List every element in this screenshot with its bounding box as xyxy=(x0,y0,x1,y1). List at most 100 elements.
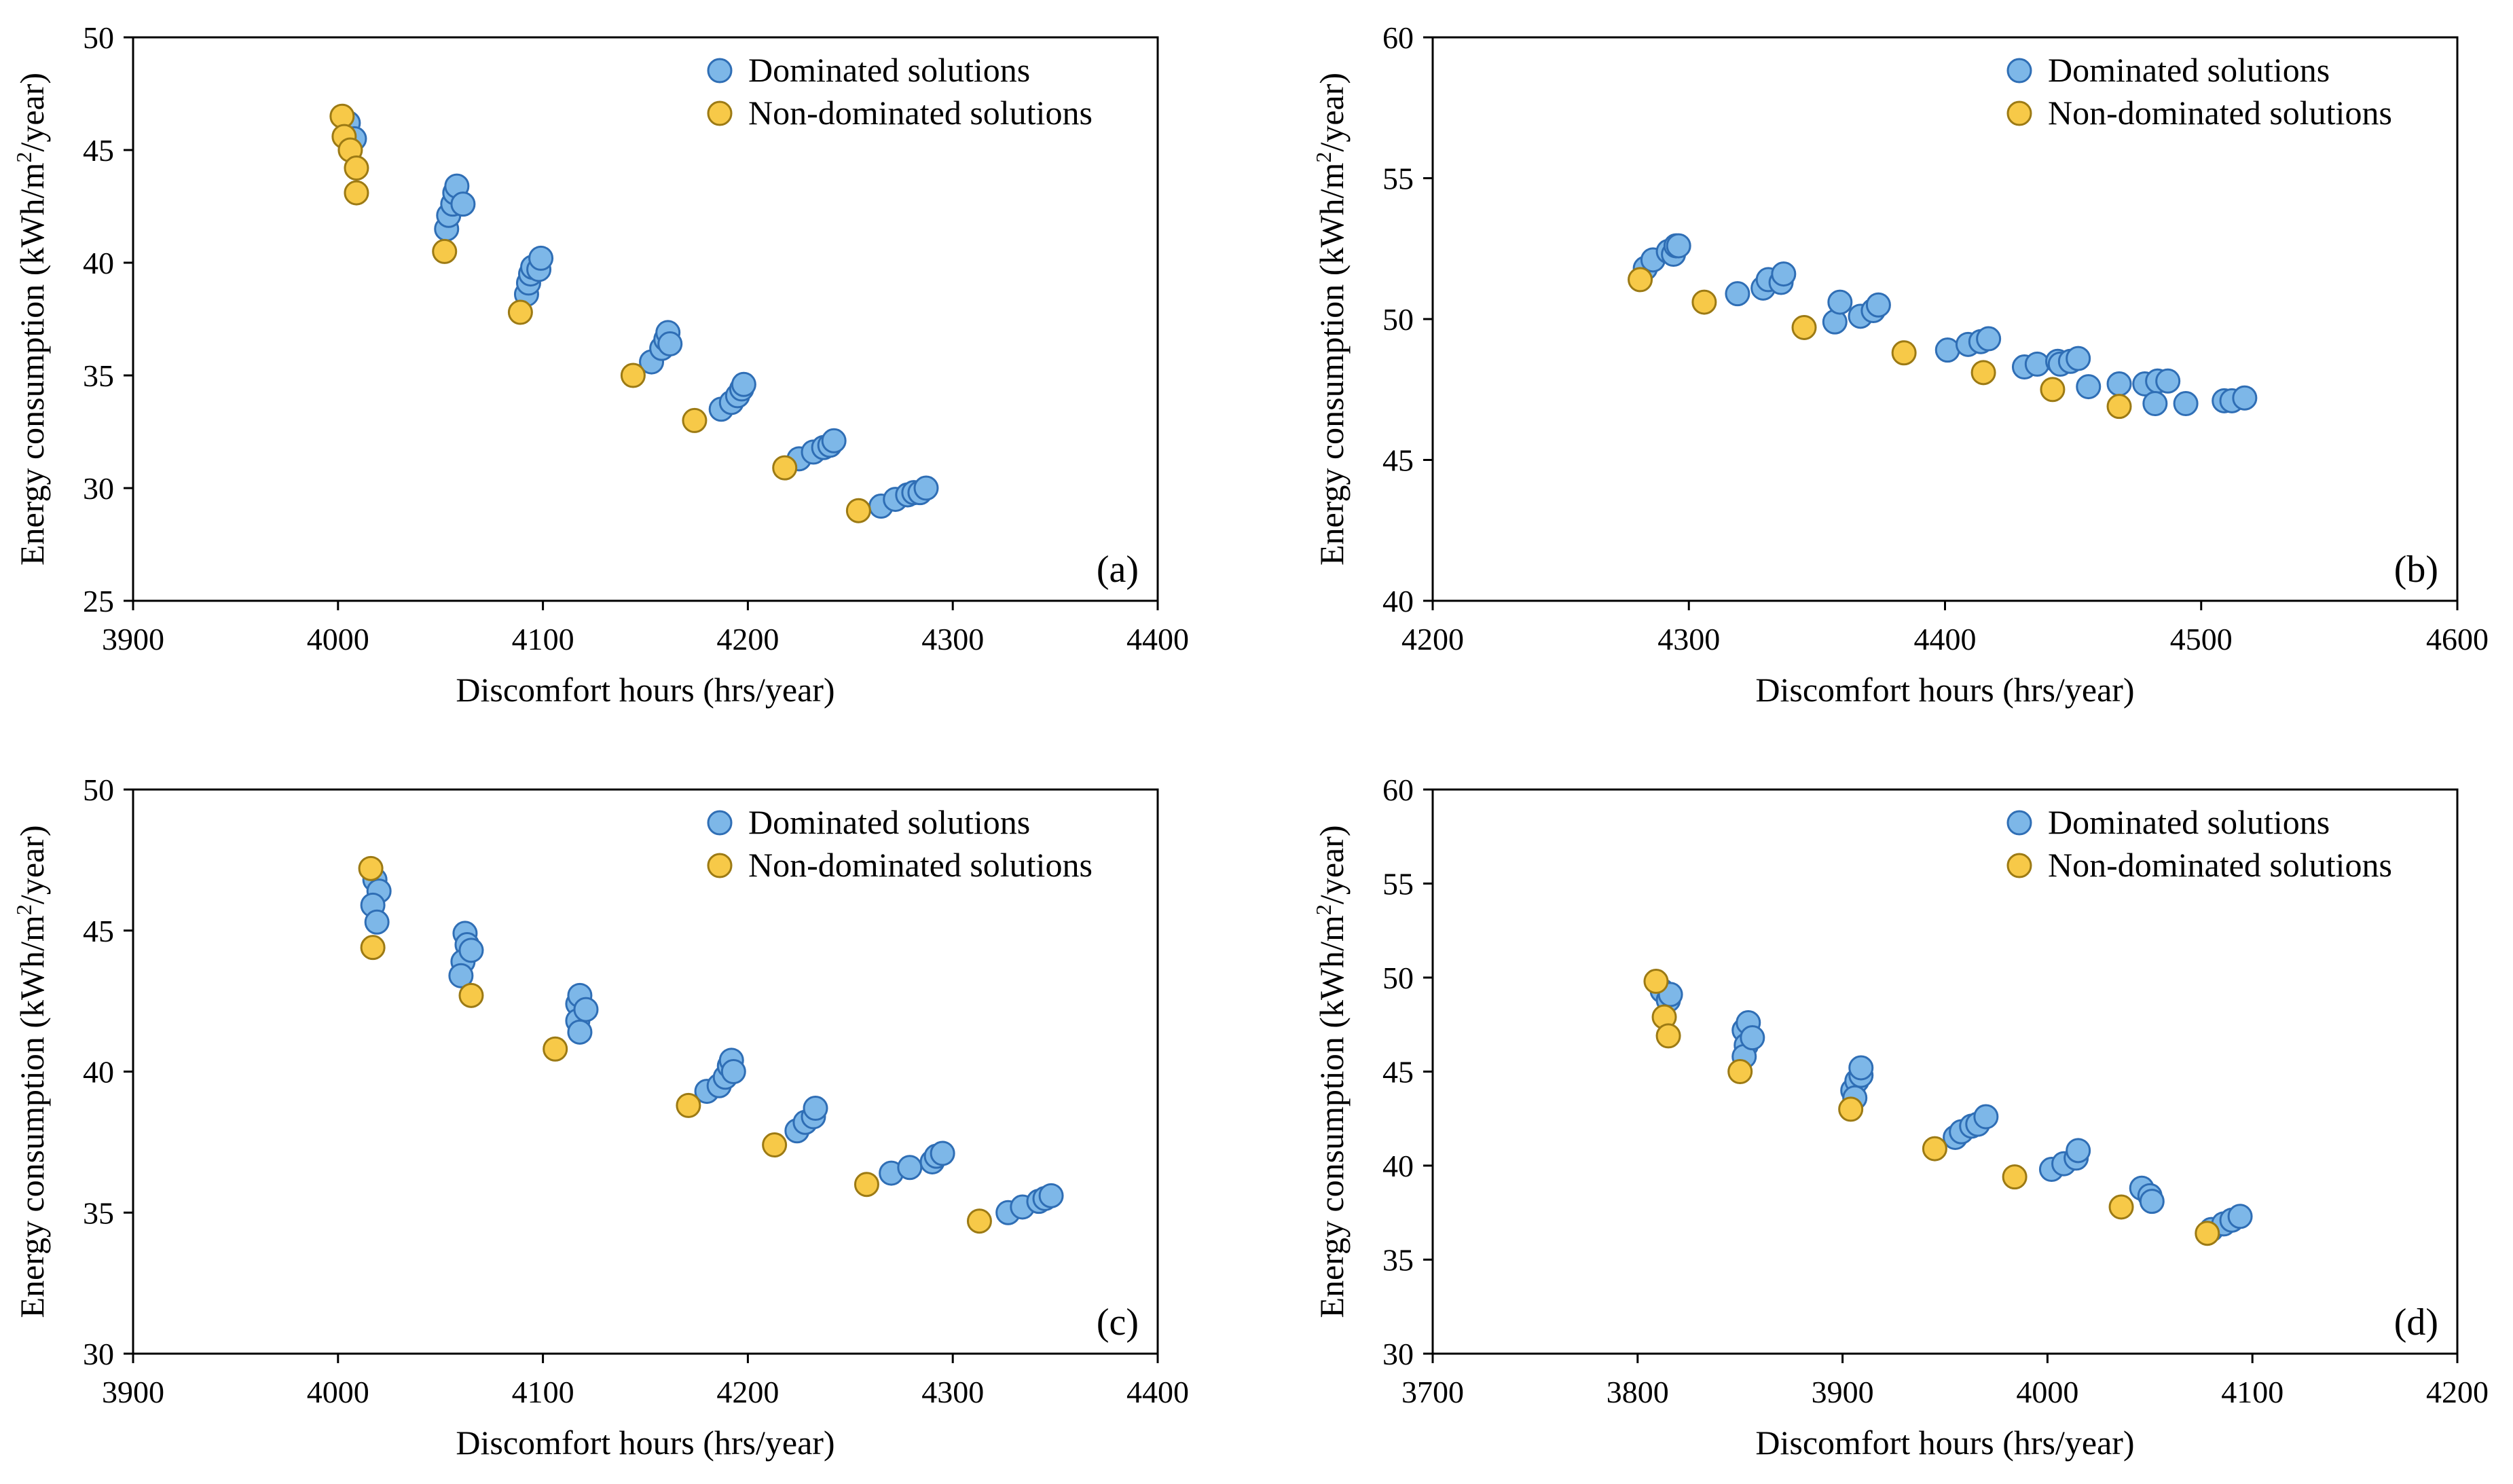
non-dominated-point xyxy=(1891,340,1917,366)
x-tick-label: 4200 xyxy=(1401,622,1464,656)
legend-marker xyxy=(707,853,733,878)
y-tick-label: 35 xyxy=(1382,1243,1414,1278)
legend-marker xyxy=(2006,58,2032,84)
x-tick-label: 4000 xyxy=(307,622,369,656)
dominated-point xyxy=(573,997,599,1022)
y-tick-label: 35 xyxy=(83,358,114,393)
dominated-point xyxy=(2076,374,2102,400)
legend-entry: Non-dominated solutions xyxy=(2048,846,2392,884)
dominated-point xyxy=(821,428,847,453)
legend-entry: Non-dominated solutions xyxy=(2048,94,2392,132)
dominated-point xyxy=(2106,371,2132,396)
y-tick-label: 45 xyxy=(1382,443,1414,478)
y-axis-label: Energy consumption (kWh/m2/year) xyxy=(1311,73,1351,565)
y-tick-label: 50 xyxy=(83,773,114,807)
chart-panel-4: 3700 3800 3900 4000 4100 4200 30 35 40 45 50 55 60 Di… xyxy=(1311,773,2489,1462)
dominated-point xyxy=(1666,233,1691,259)
non-dominated-point xyxy=(1838,1096,1864,1122)
dominated-point xyxy=(450,191,476,217)
non-dominated-point xyxy=(432,238,458,264)
x-tick-label: 3900 xyxy=(1812,1375,1874,1409)
non-dominated-point xyxy=(1655,1023,1681,1049)
dominated-point xyxy=(364,909,390,935)
series-dominated xyxy=(335,110,939,519)
series-non-dominated xyxy=(1628,267,2132,420)
legend-marker xyxy=(2006,810,2032,836)
dominated-point xyxy=(2173,391,2199,416)
panel-label: (d) xyxy=(2394,1301,2438,1343)
legend-entry: Dominated solutions xyxy=(748,803,1030,841)
x-tick-label: 4600 xyxy=(2426,622,2489,656)
y-tick-label: 30 xyxy=(1382,1337,1414,1371)
x-tick-label: 4300 xyxy=(921,622,984,656)
x-tick-label: 4500 xyxy=(2170,622,2233,656)
y-tick-label: 40 xyxy=(1382,1149,1414,1183)
y-tick-label: 25 xyxy=(83,584,114,618)
dominated-point xyxy=(897,1155,923,1181)
x-axis-label: Discomfort hours (hrs/year) xyxy=(456,1424,834,1462)
y-axis-label: Energy consumption (kWh/m2/year) xyxy=(12,825,51,1318)
chart-panel-1: 3900 4000 4100 4200 4300 4400 25 30 35 40 45 50 Disc… xyxy=(12,20,1189,709)
non-dominated-point xyxy=(1922,1136,1947,1162)
x-tick-label: 4300 xyxy=(921,1375,984,1409)
legend-entry: Dominated solutions xyxy=(2048,51,2330,89)
y-tick-label: 55 xyxy=(1382,867,1414,902)
dominated-point xyxy=(1725,281,1750,307)
non-dominated-point xyxy=(344,155,369,181)
legend: Dominated solutions Non-dominated solutio… xyxy=(2006,803,2392,884)
dominated-point xyxy=(1740,1025,1765,1051)
y-tick-label: 45 xyxy=(83,914,114,948)
non-dominated-point xyxy=(344,180,369,206)
dominated-point xyxy=(1865,292,1891,318)
y-tick-label: 50 xyxy=(1382,961,1414,995)
y-tick-label: 55 xyxy=(1382,162,1414,196)
x-tick-label: 3900 xyxy=(102,1375,164,1409)
non-dominated-point xyxy=(507,299,533,325)
non-dominated-point xyxy=(1643,969,1669,995)
y-tick-label: 45 xyxy=(83,133,114,168)
x-tick-label: 3700 xyxy=(1401,1375,1464,1409)
dominated-point xyxy=(2142,391,2168,416)
panel-label: (b) xyxy=(2394,549,2438,591)
non-dominated-point xyxy=(845,498,871,523)
dominated-point xyxy=(2024,351,2050,377)
legend-marker xyxy=(2006,853,2032,878)
legend-marker xyxy=(707,58,733,84)
dominated-point xyxy=(2066,346,2091,371)
non-dominated-point xyxy=(762,1132,788,1158)
non-dominated-point xyxy=(358,855,384,881)
x-tick-label: 4100 xyxy=(512,622,574,656)
y-tick-label: 30 xyxy=(83,1337,114,1371)
legend-entry: Dominated solutions xyxy=(748,51,1030,89)
dominated-point xyxy=(1038,1183,1064,1208)
y-tick-label: 50 xyxy=(1382,302,1414,337)
non-dominated-point xyxy=(2108,1194,2134,1220)
non-dominated-point xyxy=(1970,360,1996,386)
chart-panel-2: 4200 4300 4400 4500 4600 40 45 50 55 60 Discomfort… xyxy=(1311,20,2489,709)
non-dominated-point xyxy=(854,1172,879,1198)
y-tick-label: 45 xyxy=(1382,1055,1414,1090)
y-tick-label: 40 xyxy=(1382,584,1414,618)
dominated-point xyxy=(2139,1189,2165,1214)
plot-frame xyxy=(132,36,1159,602)
x-tick-label: 4000 xyxy=(2016,1375,2078,1409)
non-dominated-point xyxy=(1791,314,1817,340)
non-dominated-point xyxy=(360,935,386,961)
y-tick-label: 60 xyxy=(1382,20,1414,55)
y-tick-label: 60 xyxy=(1382,773,1414,807)
dominated-point xyxy=(913,475,939,501)
dominated-point xyxy=(2232,385,2258,411)
dominated-point xyxy=(1827,289,1853,315)
x-tick-label: 4000 xyxy=(307,1375,369,1409)
legend: Dominated solutions Non-dominated solutio… xyxy=(707,51,1093,132)
series-dominated xyxy=(360,867,1064,1225)
dominated-point xyxy=(731,371,756,397)
non-dominated-point xyxy=(458,982,484,1008)
y-axis-label: Energy consumption (kWh/m2/year) xyxy=(1311,825,1351,1318)
x-tick-label: 4300 xyxy=(1657,622,1720,656)
x-tick-label: 4200 xyxy=(2426,1375,2489,1409)
x-tick-label: 4200 xyxy=(716,1375,779,1409)
series-non-dominated xyxy=(358,855,992,1234)
non-dominated-point xyxy=(2002,1164,2028,1190)
